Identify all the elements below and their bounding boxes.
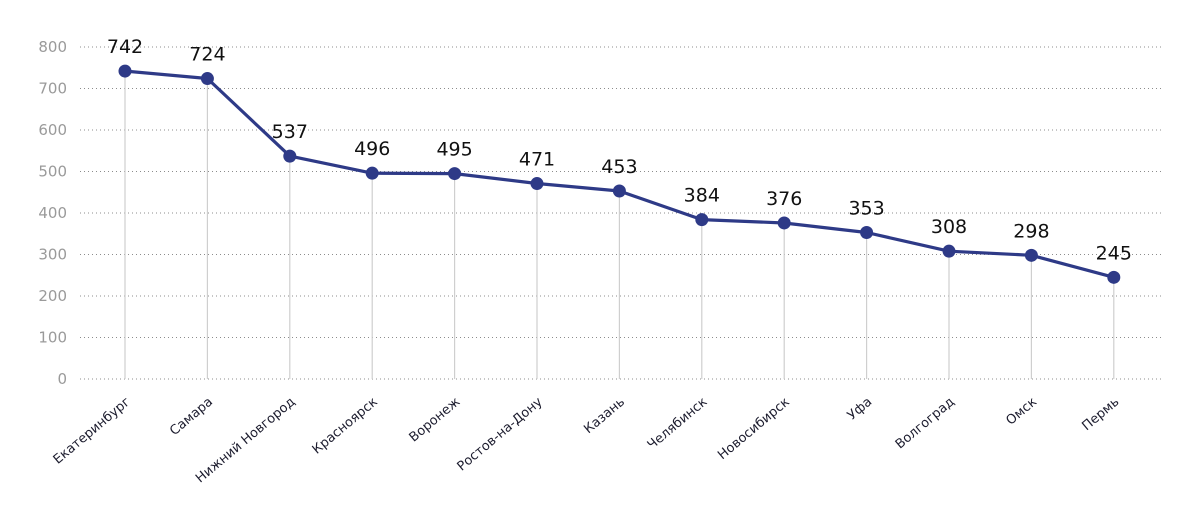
data-label: 384 [684, 185, 720, 207]
x-tick-label: Новосибирск [715, 394, 793, 463]
x-tick-label: Екатеринбург [51, 394, 134, 467]
x-tick-label: Ростов-на-Дону [455, 394, 546, 474]
x-tick-label: Самара [167, 395, 216, 439]
data-points [118, 64, 1121, 284]
data-point [612, 184, 626, 198]
x-tick-label: Челябинск [645, 394, 711, 453]
data-label: 453 [601, 156, 637, 178]
x-tick-label: Волгоград [893, 395, 958, 453]
y-axis-ticks: 0 100 200 300 400 500 600 700 800 [38, 38, 67, 388]
data-point [1024, 248, 1038, 262]
data-label: 742 [107, 36, 143, 58]
data-point [283, 149, 297, 163]
data-label: 376 [766, 188, 802, 210]
data-point [1107, 270, 1121, 284]
data-point [942, 244, 956, 258]
y-tick-label: 0 [57, 370, 67, 388]
data-point [448, 167, 462, 181]
y-tick-label: 300 [38, 246, 67, 264]
y-tick-label: 200 [38, 287, 67, 305]
data-point [200, 72, 214, 86]
data-point [695, 213, 709, 227]
data-label: 537 [272, 121, 308, 143]
data-label: 308 [931, 216, 967, 238]
data-label: 245 [1096, 242, 1132, 264]
grid-lines [80, 46, 1162, 380]
y-tick-label: 700 [38, 80, 67, 98]
data-point [118, 64, 132, 78]
data-label: 495 [436, 139, 472, 161]
data-point [530, 177, 544, 191]
drop-lines [124, 71, 1115, 379]
data-labels: 742 724 537 496 495 471 453 384 376 353 308 298 245 [107, 36, 1132, 264]
x-tick-label: Пермь [1079, 395, 1122, 434]
y-tick-label: 600 [38, 121, 67, 139]
x-tick-label: Воронеж [407, 394, 464, 445]
y-tick-label: 500 [38, 163, 67, 181]
data-label: 724 [189, 44, 225, 66]
data-label: 298 [1013, 220, 1049, 242]
x-tick-label: Красноярск [310, 394, 381, 457]
y-tick-label: 800 [38, 38, 67, 56]
x-tick-label: Уфа [845, 395, 875, 424]
data-label: 496 [354, 138, 390, 160]
data-point [365, 166, 379, 180]
data-label: 471 [519, 149, 555, 171]
data-point [860, 226, 874, 240]
x-tick-label: Казань [581, 395, 628, 438]
y-tick-label: 100 [38, 329, 67, 347]
data-point [777, 216, 791, 230]
y-tick-label: 400 [38, 204, 67, 222]
data-label: 353 [848, 198, 884, 220]
x-tick-label: Омск [1003, 394, 1040, 428]
